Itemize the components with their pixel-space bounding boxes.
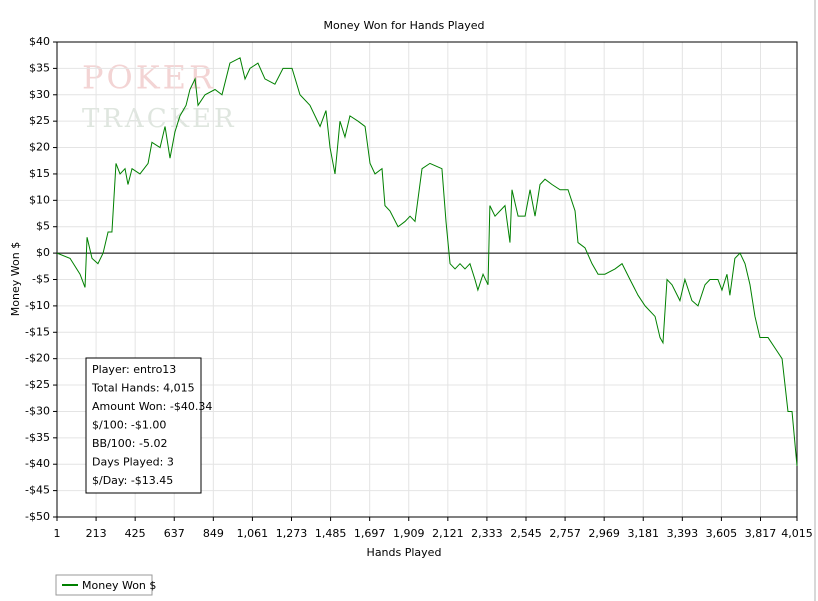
x-tick-label: 1,061 [237, 527, 269, 540]
y-tick-label: $5 [36, 220, 50, 233]
x-tick-label: 1,273 [276, 527, 308, 540]
y-tick-label: -$15 [25, 325, 50, 338]
x-tick-label: 3,817 [745, 527, 777, 540]
y-tick-label: $35 [29, 61, 50, 74]
line-series [56, 57, 798, 467]
x-tick-label: 849 [203, 527, 224, 540]
y-tick-label: $40 [29, 35, 50, 48]
y-tick-label: -$40 [25, 457, 50, 470]
y-tick-label: -$45 [25, 484, 50, 497]
y-tick-label: $15 [29, 167, 50, 180]
x-tick-label: 2,545 [510, 527, 542, 540]
watermark: TRACKER [82, 104, 237, 134]
x-tick-label: 2,757 [549, 527, 581, 540]
legend [55, 574, 153, 596]
info-line: $/Day: -$13.45 [92, 474, 173, 487]
x-tick-label: 3,605 [706, 527, 738, 540]
x-tick-label: 213 [86, 527, 107, 540]
watermark: POKER [82, 59, 216, 97]
x-tick-label: 1,697 [354, 527, 386, 540]
x-tick-label: 1,485 [315, 527, 347, 540]
y-tick-label: -$10 [25, 299, 50, 312]
y-axis-label: Money Won $ [9, 242, 22, 316]
x-tick-label: 2,121 [432, 527, 464, 540]
y-tick-label: -$50 [25, 510, 50, 523]
y-tick-label: $20 [29, 141, 50, 154]
chart-title: Money Won for Hands Played [324, 19, 485, 32]
info-line: Days Played: 3 [92, 456, 174, 469]
y-tick-label: -$30 [25, 404, 50, 417]
info-line: Player: entro13 [92, 363, 176, 376]
y-tick-label: $10 [29, 193, 50, 206]
x-tick-label: 3,393 [667, 527, 699, 540]
x-tick-label: 1 [54, 527, 61, 540]
x-tick-label: 1,909 [393, 527, 425, 540]
y-tick-label: -$5 [32, 273, 50, 286]
legend-label: Money Won $ [82, 579, 156, 592]
x-tick-label: 637 [164, 527, 185, 540]
x-axis-label: Hands Played [367, 546, 442, 559]
y-tick-label: $0 [36, 246, 50, 259]
info-line: Amount Won: -$40.34 [92, 400, 212, 413]
y-tick-label: $30 [29, 88, 50, 101]
x-tick-label: 2,333 [471, 527, 503, 540]
y-tick-label: $25 [29, 114, 50, 127]
y-tick-label: -$20 [25, 352, 50, 365]
info-line: $/100: -$1.00 [92, 419, 166, 432]
info-line: Total Hands: 4,015 [91, 382, 195, 395]
x-tick-label: 4,015 [781, 527, 813, 540]
y-tick-label: -$25 [25, 378, 50, 391]
plot-frame [56, 41, 798, 518]
info-line: BB/100: -5.02 [92, 437, 167, 450]
x-tick-label: 3,181 [627, 527, 659, 540]
x-tick-label: 2,969 [588, 527, 620, 540]
info-box [85, 357, 202, 494]
y-tick-label: -$35 [25, 431, 50, 444]
x-tick-label: 425 [125, 527, 146, 540]
